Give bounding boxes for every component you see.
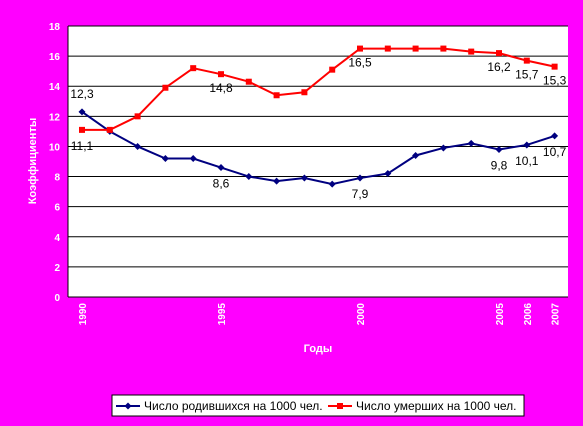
data-label-1-1995: 14,8	[209, 81, 233, 95]
plot-area	[68, 26, 568, 297]
y-tick-18: 18	[49, 22, 61, 33]
data-label-1-1990: 11,1	[71, 139, 94, 153]
y-tick-14: 14	[49, 82, 61, 93]
marker-0-2006	[523, 141, 531, 149]
marker-0-1995	[217, 164, 225, 172]
data-labels: 12,3 8,6 7,9 9,8 10,1 10,7 11,1 14,8 16,5 16,2 15,…	[70, 56, 566, 201]
marker-1-2005	[496, 50, 502, 57]
marker-0-2005	[495, 145, 503, 153]
data-label-0-2006: 10,1	[515, 154, 539, 168]
data-label-0-2005: 9,8	[491, 158, 508, 172]
marker-1-2003	[440, 45, 447, 52]
marker-0-1999	[328, 180, 336, 188]
data-label-1-2006: 15,7	[515, 68, 539, 82]
y-tick-4: 4	[54, 233, 60, 244]
legend-marker-births	[124, 402, 132, 410]
marker-0-2007	[551, 132, 559, 140]
series-group	[78, 45, 559, 188]
marker-1-2006	[523, 57, 530, 64]
marker-1-1990	[79, 126, 85, 133]
marker-0-2003	[439, 144, 447, 152]
marker-1-1999	[329, 66, 336, 73]
marker-0-1997	[273, 177, 281, 185]
marker-0-2004	[467, 139, 475, 147]
y-tick-2: 2	[54, 263, 60, 274]
marker-1-1995	[218, 71, 224, 78]
marker-1-2001	[384, 45, 391, 52]
marker-1-1998	[301, 89, 308, 96]
marker-0-1992	[134, 142, 142, 150]
marker-1-1996	[245, 78, 252, 85]
marker-1-1994	[190, 65, 197, 72]
y-tick-10: 10	[49, 142, 61, 153]
marker-0-2001	[384, 170, 392, 178]
data-label-1-2005: 16,2	[487, 60, 511, 74]
x-tick-1990: 1990	[78, 303, 89, 326]
data-label-0-2000: 7,9	[352, 187, 369, 201]
marker-0-1990	[78, 108, 86, 116]
data-label-0-2007: 10,7	[543, 145, 567, 159]
marker-0-1993	[161, 154, 169, 162]
series-line-0	[81, 110, 555, 186]
marker-0-1994	[189, 154, 197, 162]
y-tick-8: 8	[54, 173, 60, 184]
marker-0-1998	[300, 174, 308, 182]
x-axis-title: Годы	[304, 343, 333, 355]
marker-1-1993	[162, 84, 169, 91]
marker-1-1992	[134, 113, 141, 120]
marker-0-1996	[245, 173, 253, 181]
marker-0-2002	[412, 151, 420, 159]
marker-1-2000	[357, 45, 363, 52]
data-label-1-2007: 15,3	[543, 74, 567, 88]
legend-label-births: Число родившихся на 1000 чел.	[144, 399, 323, 413]
marker-1-1991	[106, 126, 113, 133]
x-tick-1995: 1995	[217, 303, 228, 326]
y-axis-title: Коэффициенты	[27, 118, 39, 204]
marker-1-2004	[468, 48, 475, 55]
y-tick-labels: 0 2 4 6 8 10 12 14 16 18	[49, 22, 61, 304]
x-tick-labels: 1990 1995 2000 2005 2006 2007	[78, 303, 562, 326]
x-tick-2005: 2005	[495, 303, 506, 326]
y-tick-6: 6	[54, 203, 60, 214]
data-label-0-1995: 8,6	[213, 177, 230, 191]
legend: Число родившихся на 1000 чел. Число умер…	[111, 394, 525, 417]
y-tick-16: 16	[49, 52, 61, 63]
y-tick-12: 12	[49, 112, 61, 123]
marker-0-2000	[356, 174, 364, 182]
data-label-0-1990: 12,3	[70, 87, 94, 101]
x-tick-2000: 2000	[356, 303, 367, 326]
x-tick-2007: 2007	[551, 303, 562, 326]
legend-box	[111, 394, 525, 417]
marker-1-2007	[551, 63, 558, 70]
data-label-1-2000: 16,5	[348, 56, 372, 70]
marker-1-1997	[273, 92, 280, 99]
series-line-1	[82, 47, 555, 131]
y-tick-0: 0	[54, 293, 60, 304]
marker-1-2002	[412, 45, 419, 52]
gridlines	[67, 25, 568, 298]
legend-label-deaths: Число умерших на 1000 чел.	[356, 399, 517, 413]
legend-marker-deaths	[337, 403, 343, 409]
x-tick-2006: 2006	[523, 303, 534, 326]
